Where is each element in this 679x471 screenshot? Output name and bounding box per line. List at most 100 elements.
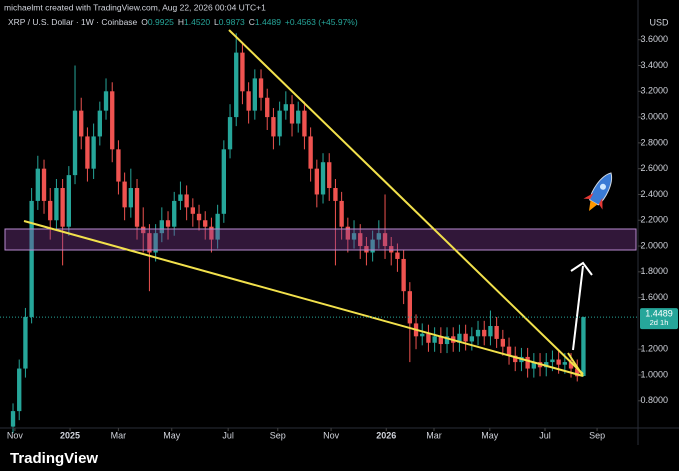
candle-body xyxy=(215,213,220,240)
candle-body xyxy=(221,149,226,214)
ohlc-key: L xyxy=(214,17,219,27)
y-tick-label: 2.8000 xyxy=(640,137,668,147)
trend-line xyxy=(23,220,584,377)
ohlc-value: 1.4489 xyxy=(255,17,281,27)
candle-body xyxy=(265,97,270,118)
candle-body xyxy=(165,220,171,227)
y-tick-label: 0.8000 xyxy=(640,395,668,405)
candle-body xyxy=(550,359,555,363)
x-tick-label: Sep xyxy=(589,430,605,440)
candle-body xyxy=(283,104,288,111)
candle-body xyxy=(395,252,400,259)
candle-body xyxy=(227,117,233,150)
candle-body xyxy=(351,233,357,240)
candle-body xyxy=(23,316,28,369)
price-label: 1.4489 xyxy=(645,308,673,318)
candle-body xyxy=(17,368,22,412)
candle-body xyxy=(544,362,549,368)
candle-body xyxy=(72,110,78,176)
candle-body xyxy=(358,233,363,247)
candle-body xyxy=(401,258,406,292)
candle-body xyxy=(209,226,214,240)
candle-body xyxy=(35,168,40,201)
candle-body xyxy=(407,291,413,324)
candle-body xyxy=(190,207,195,214)
countdown: 2d 1h xyxy=(650,318,669,327)
change: +0.4563 (+45.97%) xyxy=(285,17,358,27)
y-tick-label: 2.2000 xyxy=(640,215,668,225)
candle-body xyxy=(432,336,437,343)
y-tick-label: 3.4000 xyxy=(640,60,668,70)
candle-body xyxy=(463,333,468,342)
ohlc-value: 1.4520 xyxy=(184,17,210,27)
candle-body xyxy=(246,91,251,111)
candle-body xyxy=(513,355,518,363)
candle-body xyxy=(252,78,257,111)
ohlc-key: C xyxy=(249,17,255,27)
candle-body xyxy=(302,110,307,137)
x-tick-label: Jul xyxy=(539,430,551,440)
candle-body xyxy=(376,233,382,240)
candle-body xyxy=(271,117,276,137)
y-tick-label: 2.0000 xyxy=(640,240,668,250)
candle-body xyxy=(196,213,202,221)
candle-body xyxy=(153,233,158,253)
ohlc-key: O xyxy=(141,17,148,27)
ohlc-value: 0.9873 xyxy=(219,17,245,27)
x-tick-label: May xyxy=(163,430,181,440)
candle-body xyxy=(494,325,499,339)
x-tick-label: 2025 xyxy=(60,430,80,440)
candle-body xyxy=(500,338,506,347)
candle-body xyxy=(457,333,462,343)
trend-line xyxy=(567,352,584,377)
candle-body xyxy=(147,233,152,253)
candle-body xyxy=(122,181,127,208)
candle-body xyxy=(97,110,102,137)
candle-body xyxy=(333,188,338,201)
candle-body xyxy=(85,136,90,169)
candle-body xyxy=(488,325,493,337)
candle-body xyxy=(420,333,425,337)
symbol: XRP / U.S. Dollar · 1W · Coinbase xyxy=(8,17,138,27)
y-tick-label: 1.6000 xyxy=(640,292,668,302)
ohlc-value: 0.9925 xyxy=(148,17,174,27)
candle-body xyxy=(575,368,580,377)
candle-body xyxy=(382,233,388,247)
candle-body xyxy=(556,359,561,365)
candle-body xyxy=(110,91,115,150)
y-tick-label: 3.0000 xyxy=(640,111,668,121)
candle-body xyxy=(308,136,313,169)
candle-body xyxy=(116,149,121,182)
x-tick-label: Mar xyxy=(111,430,127,440)
candle-body xyxy=(389,246,394,253)
x-tick-label: Mar xyxy=(426,430,442,440)
candle-body xyxy=(240,52,245,92)
candle-body xyxy=(296,110,301,124)
candle-body xyxy=(581,317,586,376)
candle-body xyxy=(568,362,574,369)
candle-body xyxy=(444,336,450,345)
candle-body xyxy=(41,168,47,201)
candle-body xyxy=(562,362,568,365)
candle-body xyxy=(159,220,164,234)
candle-body xyxy=(178,194,183,201)
credit: michaelmt created with TradingView.com, … xyxy=(4,2,266,12)
candle-body xyxy=(339,200,344,227)
candle-body xyxy=(66,175,71,227)
candle-body xyxy=(48,200,53,221)
candle-body xyxy=(327,162,332,189)
candle-body xyxy=(320,162,326,195)
candle-body xyxy=(426,333,431,343)
candle-body xyxy=(103,91,109,111)
ohlc-key: H xyxy=(178,17,184,27)
x-tick-label: May xyxy=(481,430,499,440)
candle-body xyxy=(364,246,369,253)
candle-body xyxy=(475,329,481,337)
candle-body xyxy=(370,239,375,253)
brand: TradingView xyxy=(10,450,98,467)
candle-body xyxy=(438,336,444,345)
y-tick-label: 2.4000 xyxy=(640,189,668,199)
trend-line xyxy=(228,29,584,375)
